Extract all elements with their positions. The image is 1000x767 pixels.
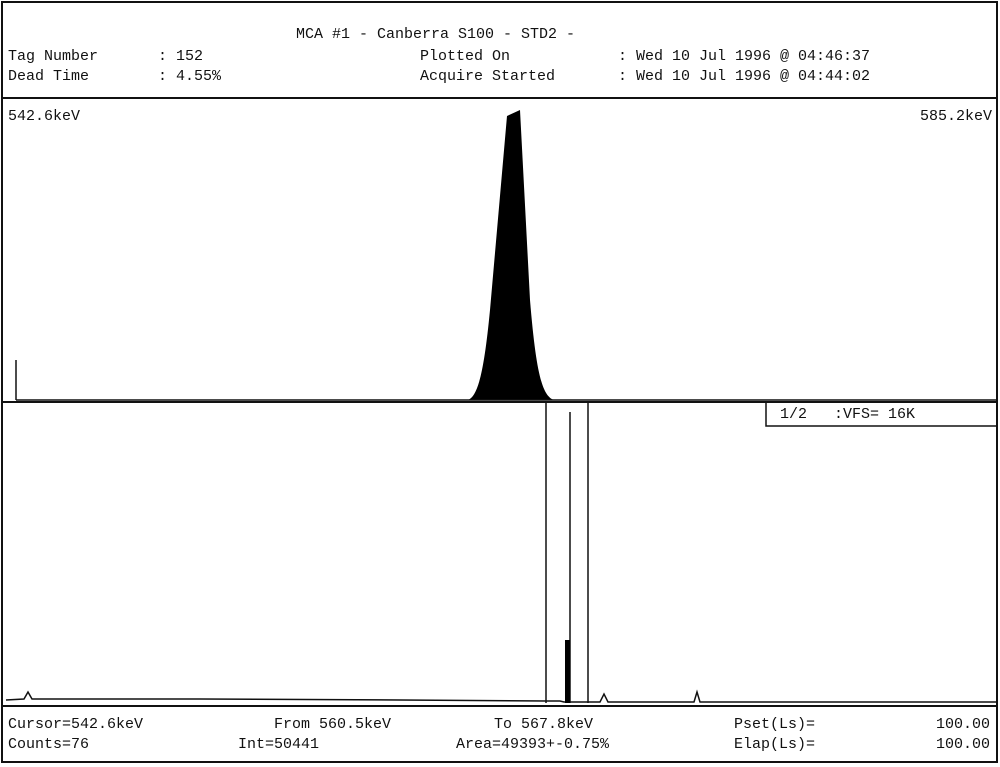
acquire-value: : Wed 10 Jul 1996 @ 04:44:02 — [618, 68, 870, 85]
left-energy: 542.6keV — [8, 108, 80, 125]
tag-value: : 152 — [158, 48, 203, 65]
to: To 567.8keV — [494, 716, 593, 733]
peak-residual — [565, 640, 570, 703]
lower-spectrum — [5, 689, 997, 703]
elap-label: Elap(Ls)= — [734, 736, 815, 753]
scale-box — [765, 402, 997, 427]
int: Int=50441 — [238, 736, 319, 753]
pset-value: 100.00 — [936, 716, 990, 733]
peak — [468, 110, 554, 400]
dead-label: Dead Time — [8, 68, 89, 85]
pset-label: Pset(Ls)= — [734, 716, 815, 733]
tag-label: Tag Number — [8, 48, 98, 65]
counts: Counts=76 — [8, 736, 89, 753]
dead-value: : 4.55% — [158, 68, 222, 85]
acquire-label: Acquire Started — [420, 68, 555, 85]
scale-label: 1/2 :VFS= 16K — [780, 406, 915, 423]
plotted-value: : Wed 10 Jul 1996 @ 04:46:37 — [618, 48, 870, 65]
title: MCA #1 - Canberra S100 - STD2 - — [296, 26, 575, 43]
plotted-label: Plotted On — [420, 48, 510, 65]
right-energy: 585.2keV — [920, 108, 992, 125]
elap-value: 100.00 — [936, 736, 990, 753]
area: Area=49393+-0.75% — [456, 736, 610, 753]
from: From 560.5keV — [274, 716, 391, 733]
cursor: Cursor=542.6keV — [8, 716, 143, 733]
